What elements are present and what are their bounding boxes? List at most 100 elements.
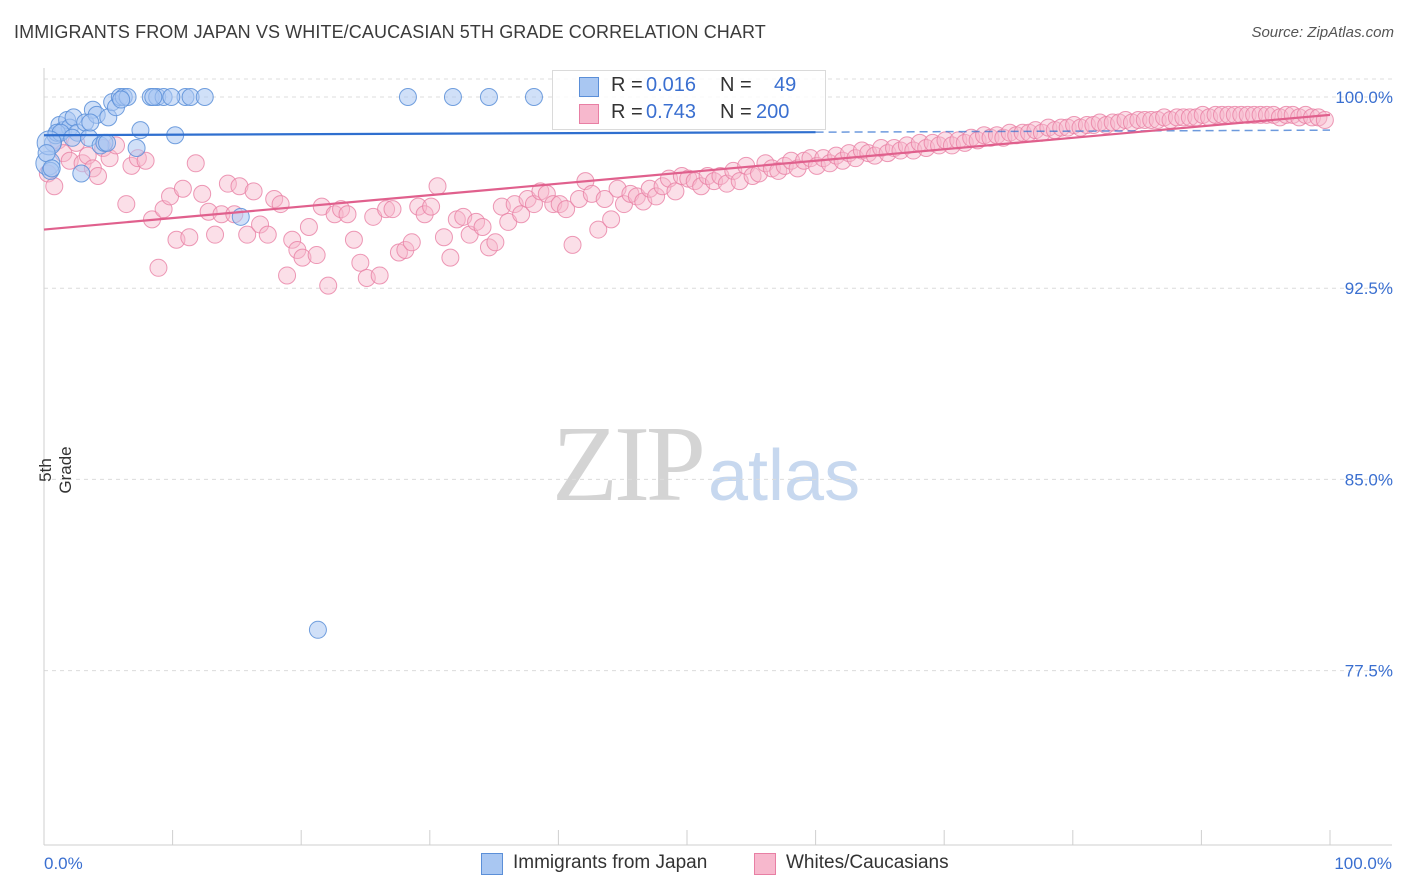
data-point-japan [162, 88, 181, 106]
data-point-white [1245, 105, 1264, 124]
legend-n-value-white: 200 [756, 101, 790, 123]
data-point-white [666, 182, 685, 201]
data-point-white [351, 253, 370, 272]
data-point-white [1315, 110, 1334, 129]
legend-r-label: R = [611, 74, 643, 96]
y-tick-label: 100.0% [1335, 88, 1393, 107]
data-point-white [647, 187, 666, 206]
data-point-white [383, 200, 402, 219]
data-point-white [45, 177, 64, 196]
data-point-japan [37, 144, 56, 163]
trend-line-japan [43, 131, 816, 137]
data-point-white [602, 210, 621, 229]
data-point-white [251, 215, 270, 234]
data-point-white [595, 189, 614, 208]
data-point-white [415, 205, 434, 224]
data-point-white [563, 235, 582, 254]
series-immigrants-from-japan [35, 88, 543, 639]
watermark-atlas: atlas [708, 436, 861, 516]
data-point-white [206, 225, 225, 244]
trend-lines [43, 113, 1331, 231]
data-point-white [180, 228, 199, 247]
data-point-white [193, 184, 212, 203]
data-point-white [218, 174, 237, 193]
stats-legend: R = 0.016 N = 49 R = 0.743 N = 200 [552, 70, 826, 130]
tick-labels: 77.5% 85.0% 92.5% 100.0% 0.0% 100.0% [44, 88, 1393, 873]
chart-title: IMMIGRANTS FROM JAPAN VS WHITE/CAUCASIAN… [14, 22, 766, 42]
data-point-white [422, 197, 441, 216]
data-point-white [402, 233, 421, 252]
data-point-japan [98, 133, 117, 152]
data-point-white [283, 230, 302, 249]
data-point-white [788, 159, 807, 178]
data-point-white [377, 200, 396, 219]
data-point-white [396, 240, 415, 259]
data-point-white [441, 248, 460, 267]
data-point-white [1251, 105, 1270, 124]
data-point-japan [308, 620, 327, 639]
watermark: ZIPatlas [552, 400, 860, 527]
data-point-white [557, 200, 576, 219]
data-point-japan [42, 159, 61, 178]
data-point-japan [144, 88, 163, 106]
data-point-white [89, 167, 108, 186]
data-point-japan [112, 90, 131, 109]
data-point-white [122, 156, 141, 175]
data-point-white [293, 248, 312, 267]
bottom-legend-label-japan: Immigrants from Japan [513, 852, 708, 873]
data-point-white [149, 258, 168, 277]
data-point-white [409, 197, 428, 216]
legend-n-label: N = [720, 74, 752, 96]
data-point-white [1238, 105, 1257, 124]
y-tick-label: 85.0% [1345, 470, 1393, 489]
data-point-japan [131, 121, 150, 140]
axes [43, 68, 1392, 846]
data-point-japan [72, 164, 91, 183]
data-point-japan [524, 88, 543, 106]
data-point-white [1174, 108, 1193, 127]
data-point-white [173, 179, 192, 198]
y-tick-label: 77.5% [1345, 662, 1393, 681]
data-point-white [1135, 110, 1154, 129]
bottom-legend-swatch-white [754, 853, 776, 875]
legend-r-value-japan: 0.016 [646, 74, 697, 96]
data-point-white [1129, 110, 1148, 129]
legend-r-value-white: 0.743 [646, 101, 697, 123]
bottom-legend-label-white: Whites/Caucasians [786, 852, 949, 873]
data-point-white [230, 177, 249, 196]
trend-line-white [43, 113, 1331, 231]
data-point-white [186, 154, 205, 173]
legend-r-label: R = [611, 101, 643, 123]
data-point-white [1206, 105, 1225, 124]
y-axis-label: 5th Grade [36, 446, 75, 494]
data-point-japan [398, 88, 417, 106]
source-label: Source: ZipAtlas.com [1251, 24, 1394, 41]
x-tick-label: 0.0% [44, 854, 83, 873]
bottom-legend-swatch-japan [481, 853, 503, 875]
data-point-japan [195, 88, 214, 106]
watermark-zip: ZIP [552, 405, 706, 524]
data-point-white [299, 218, 318, 237]
data-point-white [319, 276, 338, 295]
data-point-white [344, 230, 363, 249]
data-point-white [136, 151, 155, 170]
data-point-japan [63, 128, 82, 147]
data-point-white [486, 233, 505, 252]
data-point-white [1167, 108, 1186, 127]
data-point-japan [127, 138, 146, 157]
data-point-white [238, 225, 257, 244]
legend-swatch-japan [579, 77, 599, 97]
y-tick-label: 92.5% [1345, 279, 1393, 298]
legend-n-label: N = [720, 101, 752, 123]
data-point-japan [479, 88, 498, 106]
data-point-white [338, 205, 357, 224]
data-point-japan [443, 88, 462, 106]
data-point-white [782, 151, 801, 170]
data-point-white [428, 177, 447, 196]
legend-n-value-japan: 49 [774, 74, 797, 96]
legend-swatch-white [579, 104, 599, 124]
data-point-japan [81, 113, 100, 132]
data-point-white [589, 220, 608, 239]
data-point-white [370, 266, 389, 285]
